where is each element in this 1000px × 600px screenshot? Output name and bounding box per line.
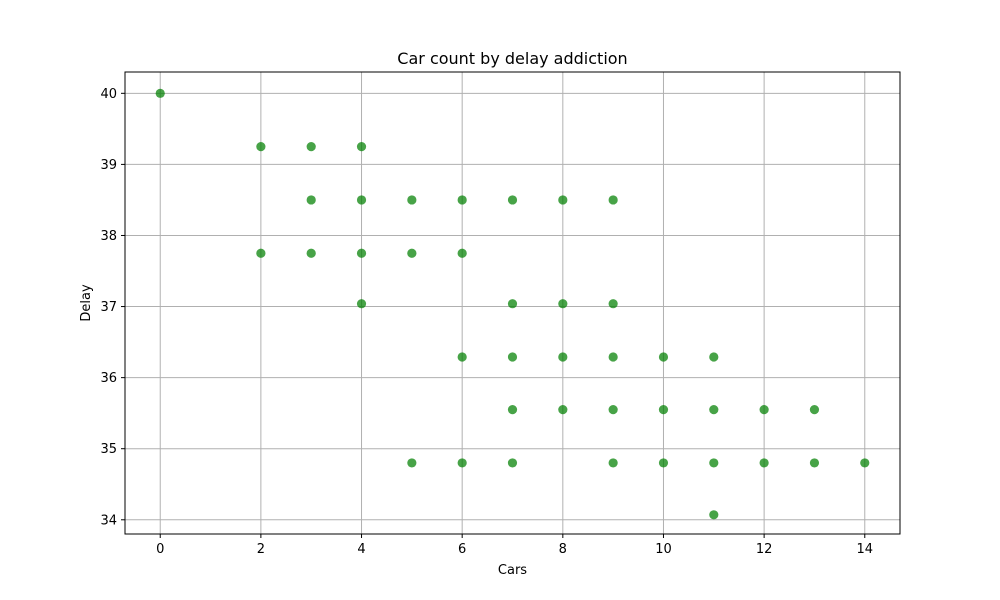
data-point — [608, 352, 618, 362]
data-point — [457, 352, 467, 362]
data-point — [658, 458, 669, 468]
y-tick-label: 35 — [100, 442, 117, 457]
data-point — [407, 458, 417, 468]
data-point — [608, 458, 618, 468]
data-point — [256, 142, 266, 152]
data-point — [709, 405, 719, 415]
y-tick-label: 39 — [100, 158, 117, 173]
data-point — [709, 458, 719, 468]
data-point — [608, 195, 618, 205]
data-point — [558, 195, 568, 205]
y-axis-ticks: 34 35 36 37 38 39 40 — [100, 87, 125, 528]
data-point — [457, 458, 467, 468]
data-point — [306, 142, 316, 152]
data-point — [356, 248, 367, 258]
data-point — [256, 248, 266, 258]
data-point — [608, 405, 618, 415]
data-point — [457, 248, 467, 258]
data-point — [507, 458, 518, 468]
data-point — [658, 352, 669, 362]
plot-frame — [124, 71, 901, 535]
data-point — [407, 248, 417, 258]
y-tick-label: 36 — [100, 371, 117, 386]
y-tick-label: 34 — [100, 513, 117, 528]
data-point — [507, 299, 518, 309]
grid — [125, 72, 900, 534]
y-axis-label: Delay — [79, 284, 94, 322]
x-tick-label: 2 — [257, 542, 265, 557]
data-point — [356, 142, 367, 152]
data-point — [356, 195, 367, 205]
data-point — [558, 352, 568, 362]
x-tick-label: 8 — [559, 542, 567, 557]
x-tick-label: 12 — [756, 542, 773, 557]
data-point — [608, 299, 618, 309]
data-point — [558, 299, 568, 309]
data-point — [306, 248, 316, 258]
data-point — [709, 352, 719, 362]
data-point — [507, 352, 518, 362]
x-tick-label: 6 — [458, 542, 466, 557]
data-point — [759, 458, 769, 468]
data-points — [155, 88, 870, 520]
data-point — [809, 405, 820, 415]
data-point — [658, 405, 669, 415]
data-point — [558, 405, 568, 415]
data-point — [306, 195, 316, 205]
x-tick-label: 0 — [156, 542, 164, 557]
x-axis-label: Cars — [498, 563, 527, 578]
x-tick-label: 14 — [856, 542, 873, 557]
data-point — [407, 195, 417, 205]
data-point — [155, 88, 165, 98]
y-tick-label: 37 — [100, 300, 117, 315]
x-tick-label: 4 — [357, 542, 365, 557]
data-point — [507, 195, 518, 205]
data-point — [759, 405, 769, 415]
data-point — [507, 405, 518, 415]
y-tick-label: 38 — [100, 229, 117, 244]
data-point — [809, 458, 820, 468]
x-axis-ticks: 0 2 4 6 8 10 12 14 — [156, 534, 873, 557]
data-point — [356, 299, 367, 309]
data-point — [457, 195, 467, 205]
y-tick-label: 40 — [100, 87, 117, 102]
data-point — [709, 510, 719, 520]
data-point — [860, 458, 870, 468]
x-tick-label: 10 — [655, 542, 672, 557]
chart-title: Car count by delay addiction — [397, 49, 627, 68]
